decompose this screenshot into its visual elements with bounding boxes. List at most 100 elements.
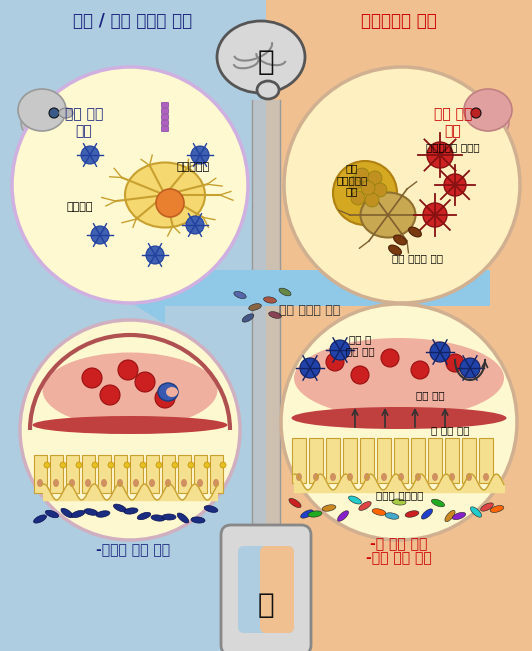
Circle shape <box>333 161 397 225</box>
FancyBboxPatch shape <box>343 438 357 483</box>
Ellipse shape <box>32 416 228 434</box>
Ellipse shape <box>43 352 218 428</box>
Ellipse shape <box>445 510 455 521</box>
Ellipse shape <box>364 473 370 481</box>
Ellipse shape <box>162 514 176 520</box>
Ellipse shape <box>125 163 205 227</box>
Ellipse shape <box>59 108 73 118</box>
Circle shape <box>471 108 481 118</box>
Ellipse shape <box>117 479 123 487</box>
Circle shape <box>204 462 210 468</box>
FancyBboxPatch shape <box>66 455 79 493</box>
Ellipse shape <box>61 508 73 518</box>
Circle shape <box>411 361 429 379</box>
Ellipse shape <box>470 507 481 517</box>
Circle shape <box>361 181 375 195</box>
Ellipse shape <box>398 473 404 481</box>
Ellipse shape <box>53 479 59 487</box>
Text: 신경교세포: 신경교세포 <box>177 162 210 172</box>
Circle shape <box>330 340 350 360</box>
Ellipse shape <box>292 407 506 429</box>
Ellipse shape <box>213 479 219 487</box>
Circle shape <box>172 462 178 468</box>
Text: 알츠하이머 질환: 알츠하이머 질환 <box>361 12 437 30</box>
Ellipse shape <box>242 314 254 322</box>
Circle shape <box>155 388 175 408</box>
Text: 뇌: 뇌 <box>257 48 275 76</box>
Ellipse shape <box>483 473 489 481</box>
FancyBboxPatch shape <box>462 438 476 483</box>
Ellipse shape <box>234 292 246 299</box>
Circle shape <box>351 191 365 205</box>
FancyBboxPatch shape <box>411 438 425 483</box>
Circle shape <box>446 354 464 372</box>
Ellipse shape <box>385 513 399 519</box>
Ellipse shape <box>490 506 504 512</box>
Ellipse shape <box>37 479 43 487</box>
Circle shape <box>373 183 387 197</box>
Circle shape <box>326 353 344 371</box>
Ellipse shape <box>191 517 205 523</box>
Ellipse shape <box>204 506 218 512</box>
Ellipse shape <box>337 511 348 521</box>
Text: 신경교세포 과활성: 신경교세포 과활성 <box>426 142 480 152</box>
Circle shape <box>108 462 114 468</box>
Ellipse shape <box>137 512 151 519</box>
Ellipse shape <box>296 473 302 481</box>
Text: 혈액 내
염증 반응: 혈액 내 염증 반응 <box>346 334 375 356</box>
Text: 정상 / 분변 미생물 이식: 정상 / 분변 미생물 이식 <box>73 12 193 30</box>
Ellipse shape <box>71 510 85 518</box>
Ellipse shape <box>480 503 493 511</box>
FancyBboxPatch shape <box>162 455 175 493</box>
Circle shape <box>351 366 369 384</box>
FancyBboxPatch shape <box>238 546 294 633</box>
Ellipse shape <box>18 89 66 131</box>
FancyBboxPatch shape <box>162 126 169 132</box>
FancyBboxPatch shape <box>162 102 169 107</box>
Text: 타우 단백질 응집: 타우 단백질 응집 <box>393 253 444 263</box>
Circle shape <box>423 203 447 227</box>
Ellipse shape <box>359 501 371 510</box>
FancyBboxPatch shape <box>445 438 459 483</box>
Circle shape <box>60 462 66 468</box>
Text: 미생물 군집변화: 미생물 군집변화 <box>376 490 423 500</box>
Ellipse shape <box>421 509 433 519</box>
Circle shape <box>135 372 155 392</box>
Ellipse shape <box>84 508 98 516</box>
Circle shape <box>12 67 248 303</box>
Circle shape <box>220 462 226 468</box>
Circle shape <box>156 189 184 217</box>
FancyBboxPatch shape <box>210 455 223 493</box>
Polygon shape <box>108 252 165 324</box>
Ellipse shape <box>301 510 313 518</box>
Text: 장: 장 <box>257 591 275 619</box>
Bar <box>266 0 532 651</box>
Circle shape <box>146 246 164 264</box>
Circle shape <box>156 462 162 468</box>
Ellipse shape <box>181 479 187 487</box>
Circle shape <box>92 462 98 468</box>
FancyBboxPatch shape <box>162 120 169 126</box>
Ellipse shape <box>45 510 59 518</box>
Circle shape <box>118 360 138 380</box>
Ellipse shape <box>248 303 261 311</box>
Circle shape <box>100 385 120 405</box>
Circle shape <box>140 462 146 468</box>
Circle shape <box>76 462 82 468</box>
Ellipse shape <box>432 473 438 481</box>
Circle shape <box>44 462 50 468</box>
Text: -면역 능력 저하: -면역 능력 저하 <box>366 551 432 565</box>
Ellipse shape <box>348 496 361 504</box>
Circle shape <box>300 358 320 378</box>
Ellipse shape <box>101 479 107 487</box>
FancyBboxPatch shape <box>114 455 127 493</box>
Circle shape <box>460 358 480 378</box>
Ellipse shape <box>294 338 504 418</box>
Circle shape <box>20 320 240 540</box>
Circle shape <box>91 226 109 244</box>
Ellipse shape <box>415 473 421 481</box>
FancyBboxPatch shape <box>309 438 323 483</box>
FancyBboxPatch shape <box>98 455 111 493</box>
Ellipse shape <box>85 479 91 487</box>
Circle shape <box>427 142 453 168</box>
